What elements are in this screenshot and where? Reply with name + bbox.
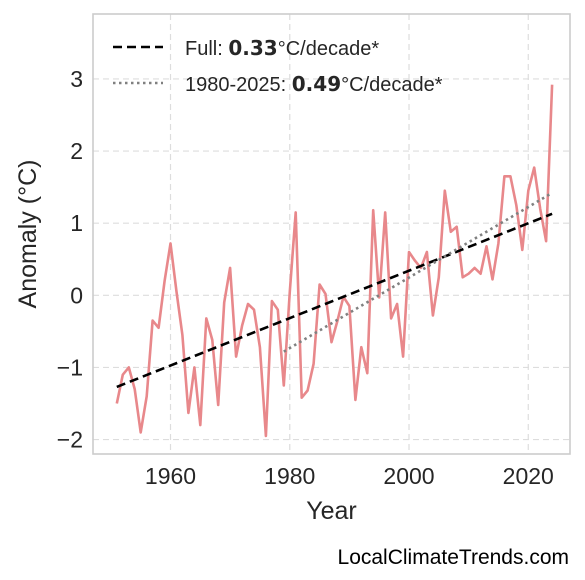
y-tick-label: −1	[57, 354, 83, 380]
data-lines	[115, 84, 554, 438]
y-tick-label: 0	[70, 282, 83, 308]
legend-full-suffix: °C/decade*	[278, 38, 380, 60]
legend-recent-suffix: °C/decade*	[341, 74, 443, 96]
x-tick-label: 2000	[383, 463, 434, 489]
x-axis-label: Year	[306, 497, 357, 525]
legend-recent-prefix: 1980-2025:	[185, 74, 292, 96]
x-tick-label: 2020	[503, 463, 554, 489]
x-axis-ticks: 1960 1980 2000 2020	[145, 463, 554, 489]
y-axis-label: Anomaly (°C)	[14, 160, 42, 309]
legend-label-full: Full: 0.33°C/decade*	[185, 36, 379, 60]
y-tick-label: 3	[70, 66, 83, 92]
y-tick-label: 1	[70, 210, 83, 236]
y-axis-ticks: −2 −1 0 1 2 3	[57, 66, 83, 453]
y-tick-label: −2	[57, 427, 83, 453]
legend-recent-value: 0.49	[292, 72, 341, 96]
legend-full-prefix: Full:	[185, 38, 228, 60]
grid-lines	[93, 14, 570, 454]
y-tick-label: 2	[70, 138, 83, 164]
plot-frame	[92, 13, 571, 455]
x-tick-label: 1960	[145, 463, 196, 489]
anomaly-series-line	[115, 84, 554, 438]
legend-label-recent: 1980-2025: 0.49°C/decade*	[185, 72, 443, 96]
trend-line-recent	[283, 191, 553, 353]
watermark: LocalClimateTrends.com	[337, 546, 569, 569]
legend: Full: 0.33°C/decade* 1980-2025: 0.49°C/d…	[113, 36, 443, 96]
x-tick-label: 1980	[264, 463, 315, 489]
legend-full-value: 0.33	[228, 36, 277, 60]
trend-line-full	[116, 212, 553, 389]
